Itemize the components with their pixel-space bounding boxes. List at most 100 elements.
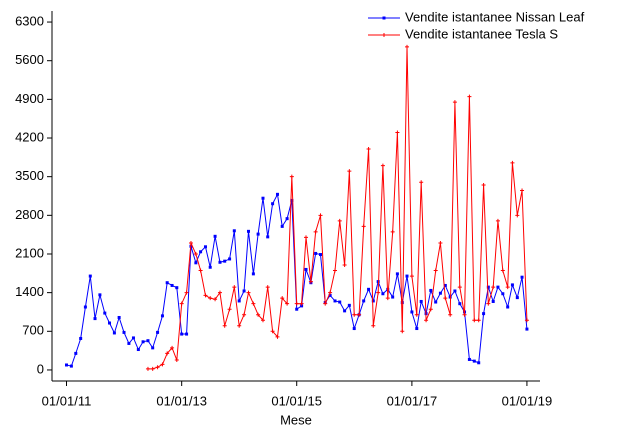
marker	[395, 130, 400, 135]
marker	[520, 188, 525, 193]
marker	[505, 285, 510, 290]
marker	[352, 327, 356, 331]
marker	[357, 312, 362, 317]
x-tick-label: 01/01/19	[502, 393, 553, 408]
marker	[313, 229, 318, 234]
marker	[150, 366, 155, 371]
marker	[198, 268, 203, 273]
marker	[208, 265, 212, 269]
marker	[452, 100, 457, 105]
marker	[165, 281, 169, 285]
marker	[319, 253, 323, 257]
marker	[385, 296, 390, 301]
marker	[160, 362, 165, 367]
marker	[491, 299, 495, 303]
marker	[174, 358, 179, 363]
marker	[314, 251, 318, 255]
marker	[448, 312, 453, 317]
marker	[289, 174, 294, 179]
marker	[108, 321, 112, 325]
marker	[400, 329, 405, 334]
marker	[347, 303, 351, 307]
marker	[304, 235, 309, 240]
marker	[443, 296, 448, 301]
marker	[476, 318, 481, 323]
marker	[318, 213, 323, 218]
marker	[213, 297, 218, 302]
marker	[151, 346, 155, 350]
marker	[246, 229, 250, 233]
marker	[290, 198, 294, 202]
y-tick-label: 4200	[15, 129, 44, 144]
marker	[362, 299, 366, 303]
marker	[308, 279, 313, 284]
marker	[506, 305, 510, 309]
marker	[69, 364, 73, 368]
marker	[342, 263, 347, 268]
marker	[495, 218, 500, 223]
marker	[83, 305, 87, 309]
marker	[199, 250, 203, 254]
marker	[304, 267, 308, 271]
marker	[160, 314, 164, 318]
marker	[260, 318, 265, 323]
marker	[343, 309, 347, 313]
marker	[127, 341, 131, 345]
y-tick-label: 6300	[15, 13, 44, 28]
marker	[146, 339, 150, 343]
marker	[266, 235, 270, 239]
marker	[453, 289, 457, 293]
marker	[180, 332, 184, 336]
y-tick-label: 3500	[15, 168, 44, 183]
marker	[222, 323, 227, 328]
marker	[79, 336, 83, 340]
marker	[472, 359, 476, 363]
marker	[457, 285, 462, 290]
marker	[467, 357, 471, 361]
marker	[458, 302, 462, 306]
marker	[145, 366, 150, 371]
marker	[501, 292, 505, 296]
marker	[242, 312, 247, 317]
marker	[228, 257, 232, 261]
legend-label: Vendite istantanee Tesla S	[405, 26, 558, 41]
marker	[482, 312, 486, 316]
marker	[391, 295, 395, 299]
marker	[112, 331, 116, 335]
marker	[443, 283, 447, 287]
marker	[165, 351, 170, 356]
marker	[270, 329, 275, 334]
marker	[170, 345, 175, 350]
marker	[208, 296, 213, 301]
marker	[285, 217, 289, 221]
legend-marker	[382, 33, 386, 37]
marker	[395, 272, 399, 276]
marker	[275, 334, 280, 339]
marker	[64, 363, 68, 367]
marker	[515, 296, 519, 300]
marker	[246, 290, 251, 295]
marker	[525, 327, 529, 331]
y-tick-label: 4900	[15, 91, 44, 106]
x-tick-label: 01/01/17	[387, 393, 438, 408]
marker	[323, 301, 328, 306]
marker	[486, 285, 490, 289]
x-tick-label: 01/01/13	[156, 393, 207, 408]
marker	[280, 224, 284, 228]
marker	[175, 286, 179, 290]
marker	[261, 196, 265, 200]
marker	[74, 351, 78, 355]
marker	[275, 192, 279, 196]
marker	[328, 293, 332, 297]
marker	[328, 290, 333, 295]
marker	[477, 361, 481, 365]
marker	[237, 299, 241, 303]
marker	[491, 285, 496, 290]
marker	[237, 323, 242, 328]
marker	[256, 312, 261, 317]
marker	[405, 44, 410, 49]
marker	[515, 213, 520, 218]
marker	[520, 275, 524, 279]
marker	[103, 311, 107, 315]
